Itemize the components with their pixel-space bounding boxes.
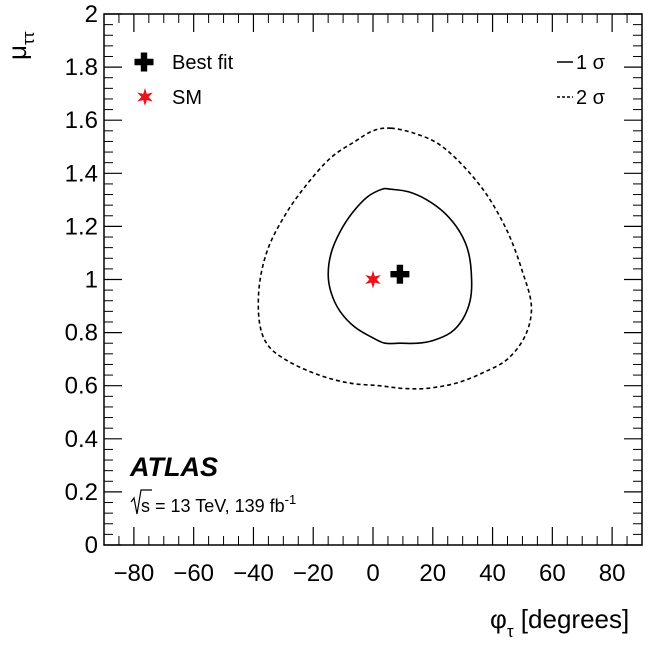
y-tick-label: 2 bbox=[85, 1, 98, 28]
x-axis-rest: [degrees] bbox=[514, 604, 630, 634]
legend-sm-star-icon bbox=[137, 88, 153, 106]
x-tick-label: 0 bbox=[366, 560, 379, 587]
x-axis-ticks: −80 −60 −40 −20 0 20 40 60 80 bbox=[103, 14, 643, 587]
legend-best-fit-label: Best fit bbox=[172, 52, 234, 74]
legend-1sigma-label: 1 σ bbox=[576, 52, 606, 74]
energy-text: s = 13 TeV, 139 fb bbox=[141, 496, 285, 516]
x-tick-label: −80 bbox=[114, 560, 155, 587]
svg-text:s = 13 TeV, 139 fb-1: s = 13 TeV, 139 fb-1 bbox=[141, 492, 296, 516]
y-axis-title: μττ bbox=[2, 31, 38, 60]
legend-best-fit-cross-icon bbox=[134, 52, 154, 72]
x-tick-label: −20 bbox=[293, 560, 334, 587]
legend-left: Best fit SM bbox=[134, 52, 234, 109]
y-tick-label: 0.6 bbox=[65, 373, 98, 400]
sm-star-marker bbox=[365, 270, 381, 289]
best-fit-marker bbox=[390, 264, 410, 284]
contour-layer bbox=[257, 127, 533, 390]
y-tick-label: 1 bbox=[85, 267, 98, 294]
legend-right: 1 σ 2 σ bbox=[557, 52, 606, 109]
x-axis-subscript: τ bbox=[507, 622, 514, 641]
y-tick-label: 0.4 bbox=[65, 426, 98, 453]
atlas-label: ATLAS bbox=[129, 452, 218, 482]
y-tick-label: 1.2 bbox=[65, 213, 98, 240]
y-tick-label: 1.6 bbox=[65, 107, 98, 134]
x-tick-label: −60 bbox=[173, 560, 214, 587]
marker-layer bbox=[365, 264, 410, 289]
legend-2sigma-label: 2 σ bbox=[576, 87, 606, 109]
x-axis-symbol: φ bbox=[490, 604, 507, 634]
x-tick-label: 40 bbox=[479, 560, 506, 587]
y-tick-label: 1.4 bbox=[65, 160, 98, 187]
y-tick-label: 0 bbox=[85, 532, 98, 559]
energy-annotation: s = 13 TeV, 139 fb-1 bbox=[130, 489, 296, 516]
x-tick-label: −40 bbox=[233, 560, 274, 587]
x-axis-title: φτ [degrees] bbox=[490, 604, 629, 641]
legend-sm-label: SM bbox=[172, 87, 202, 109]
x-tick-label: 80 bbox=[599, 560, 626, 587]
y-tick-label: 0.2 bbox=[65, 479, 98, 506]
x-tick-label: 20 bbox=[419, 560, 446, 587]
sqrt-icon bbox=[130, 489, 152, 515]
contour-1sigma bbox=[327, 187, 473, 345]
y-axis-symbol: μ bbox=[2, 45, 32, 60]
y-axis-ticks: 0 0.2 0.4 0.6 0.8 1 1.2 1.4 1.6 1.8 2 bbox=[65, 1, 642, 559]
contour-2sigma bbox=[257, 127, 533, 390]
y-tick-label: 0.8 bbox=[65, 320, 98, 347]
y-tick-label: 1.8 bbox=[65, 54, 98, 81]
lumi-superscript: -1 bbox=[285, 492, 297, 507]
y-axis-subscript: ττ bbox=[19, 31, 38, 45]
x-tick-label: 60 bbox=[539, 560, 566, 587]
